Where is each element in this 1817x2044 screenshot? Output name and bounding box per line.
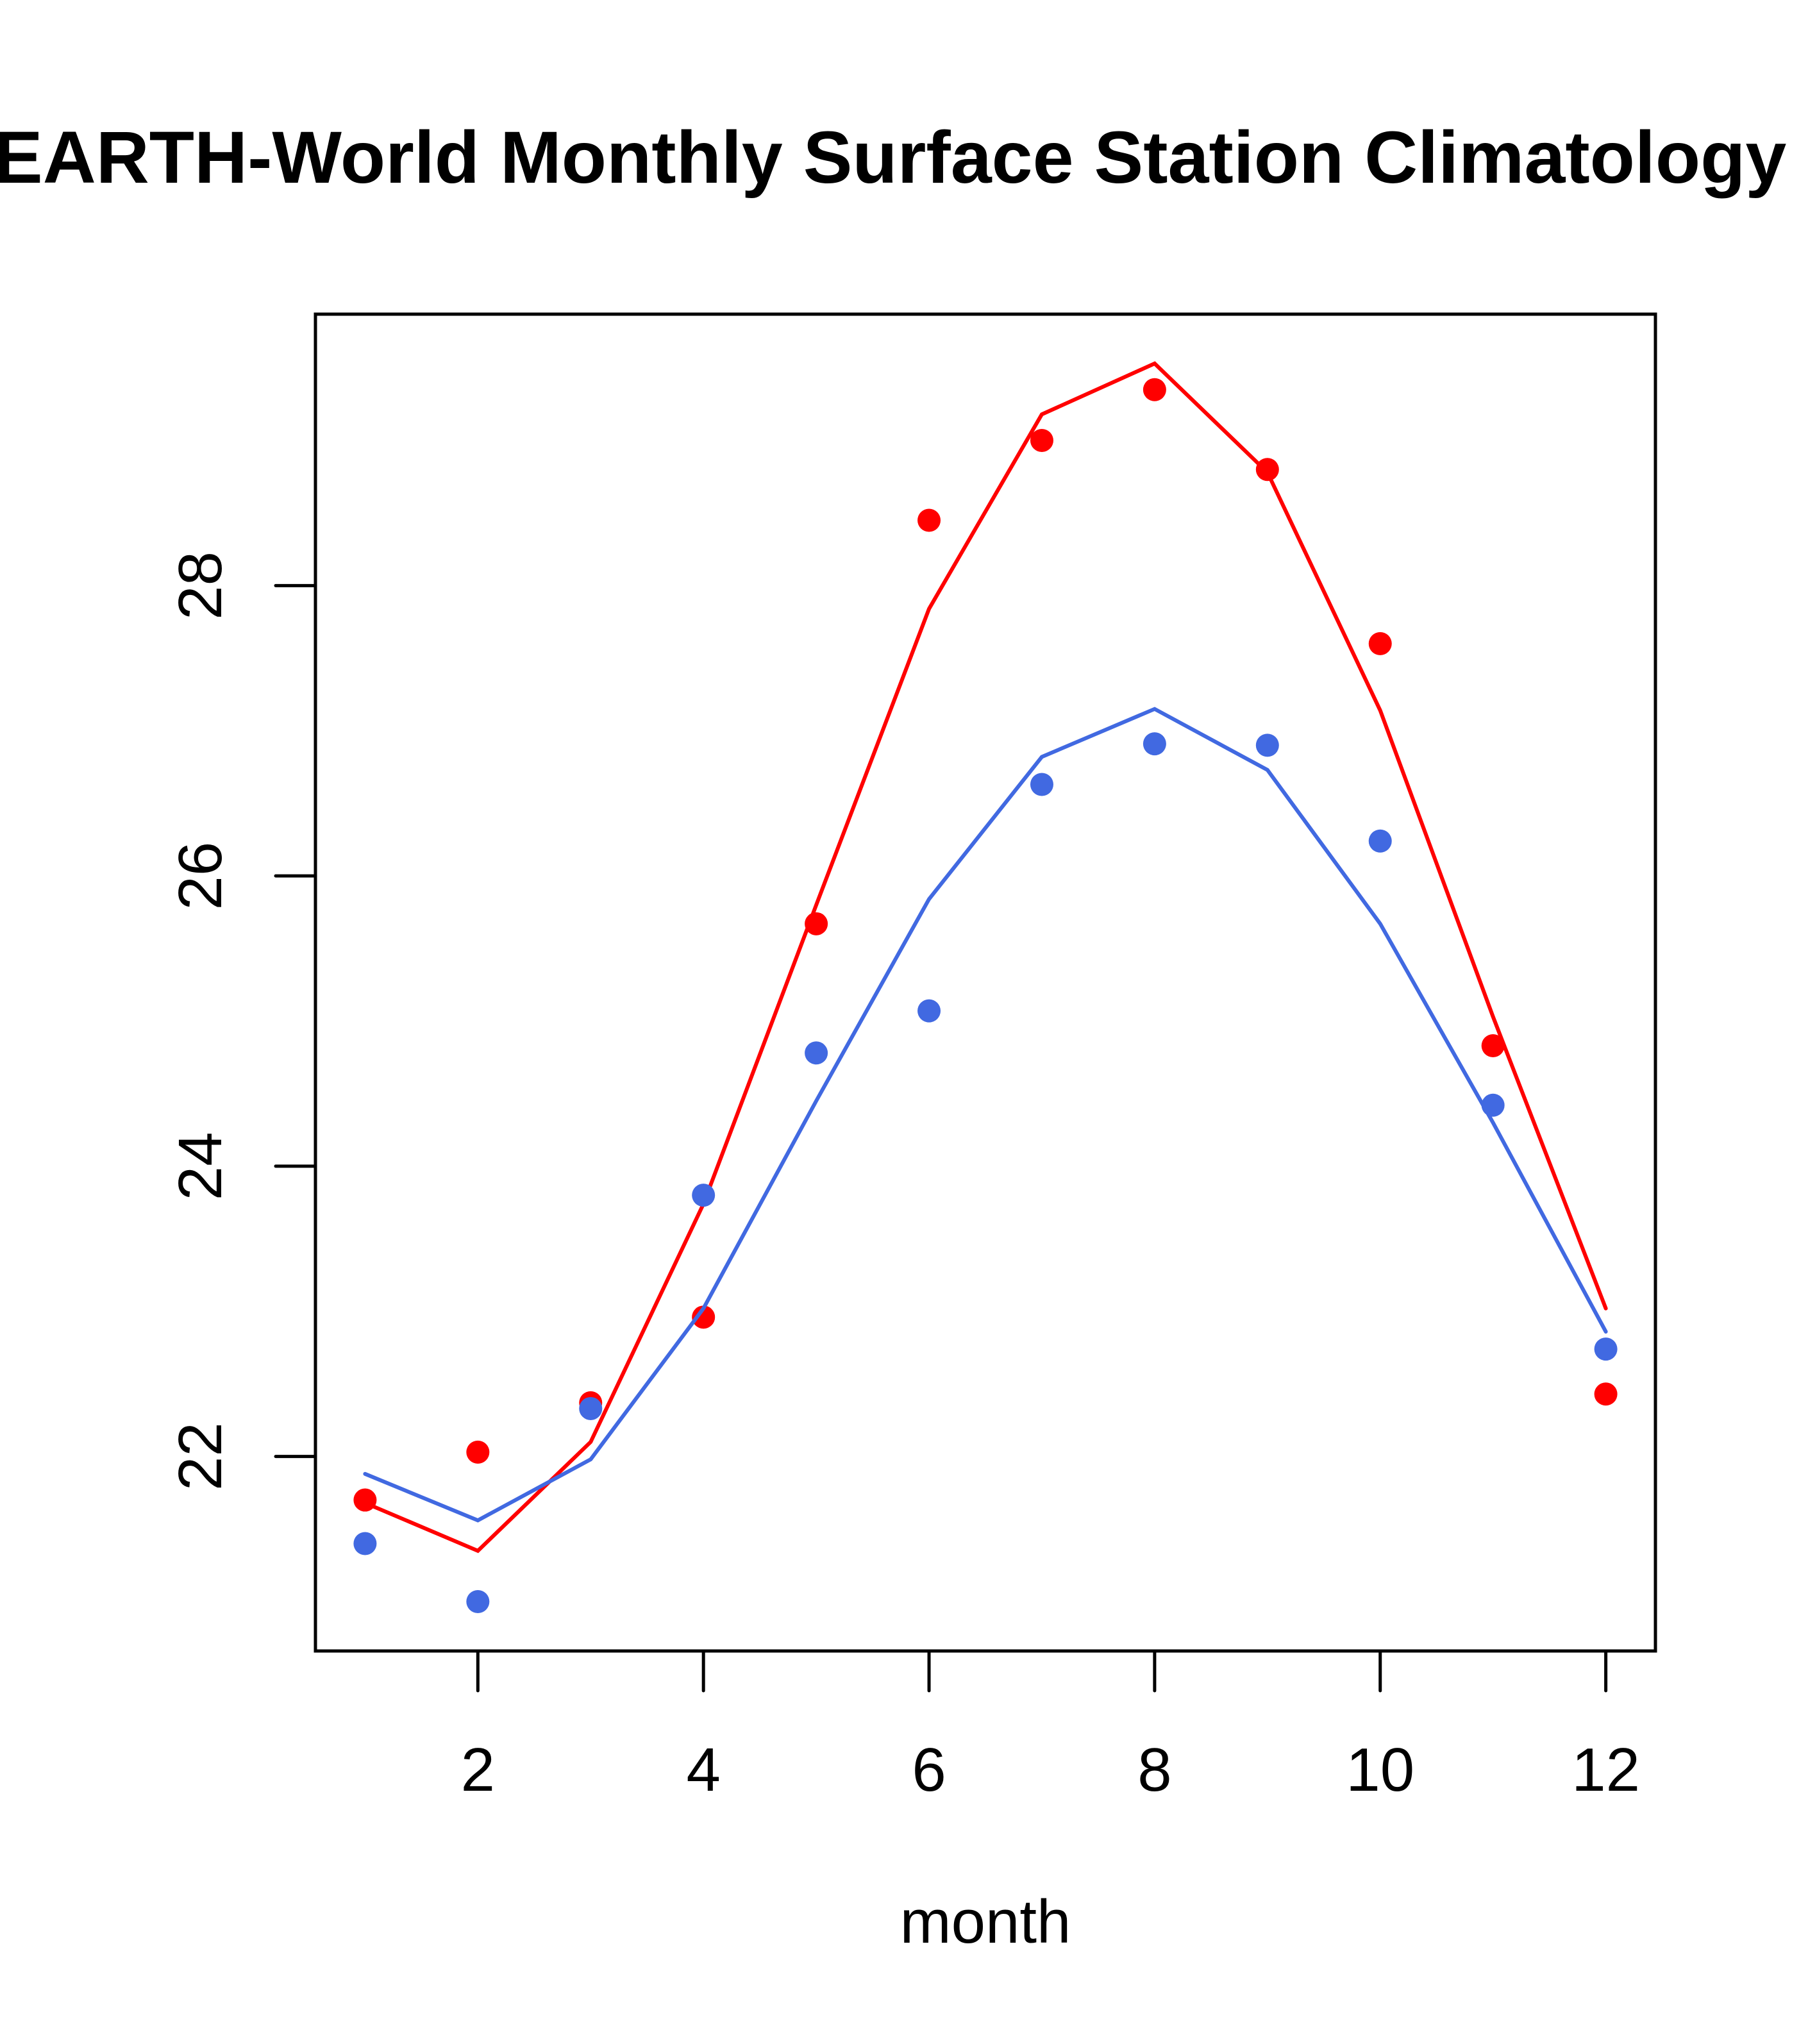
chart-title: EARTH-World Monthly Surface Station Clim… xyxy=(0,117,1786,199)
red-point xyxy=(1368,632,1392,655)
red-point xyxy=(1594,1382,1618,1406)
red-line xyxy=(363,361,1608,1554)
y-tick-label: 28 xyxy=(166,551,235,620)
x-tick-label: 6 xyxy=(912,1736,946,1804)
x-axis: 2 4 6 8 10 12 xyxy=(461,1649,1640,1804)
blue-point xyxy=(579,1396,603,1420)
y-axis: 22 24 26 28 xyxy=(166,551,317,1491)
blue-point xyxy=(917,999,941,1023)
series-layer xyxy=(353,361,1618,1614)
x-axis-label: month xyxy=(900,1888,1071,1956)
blue-point xyxy=(353,1532,377,1555)
blue-point xyxy=(1255,733,1279,757)
red-point xyxy=(1481,1034,1505,1057)
blue-point xyxy=(692,1184,716,1207)
red-point xyxy=(1143,378,1166,401)
blue-point xyxy=(1594,1337,1618,1361)
red-points xyxy=(353,378,1618,1512)
blue-line xyxy=(363,707,1608,1523)
y-tick-label: 22 xyxy=(166,1422,235,1491)
y-tick-label: 26 xyxy=(166,842,235,910)
blue-point xyxy=(1143,732,1166,756)
blue-point xyxy=(1368,829,1392,853)
y-tick-label: 24 xyxy=(166,1132,235,1200)
red-point xyxy=(466,1440,490,1464)
x-tick-label: 10 xyxy=(1346,1736,1414,1804)
x-tick-label: 8 xyxy=(1137,1736,1171,1804)
red-point xyxy=(917,508,941,532)
blue-point xyxy=(1030,773,1053,796)
blue-points xyxy=(353,732,1618,1614)
x-tick-label: 4 xyxy=(686,1736,720,1804)
x-tick-label: 2 xyxy=(461,1736,495,1804)
blue-point xyxy=(805,1041,828,1065)
red-point xyxy=(1030,428,1053,452)
blue-point xyxy=(466,1590,490,1614)
x-tick-label: 12 xyxy=(1571,1736,1640,1804)
red-point xyxy=(692,1305,716,1329)
red-point xyxy=(1255,458,1279,482)
